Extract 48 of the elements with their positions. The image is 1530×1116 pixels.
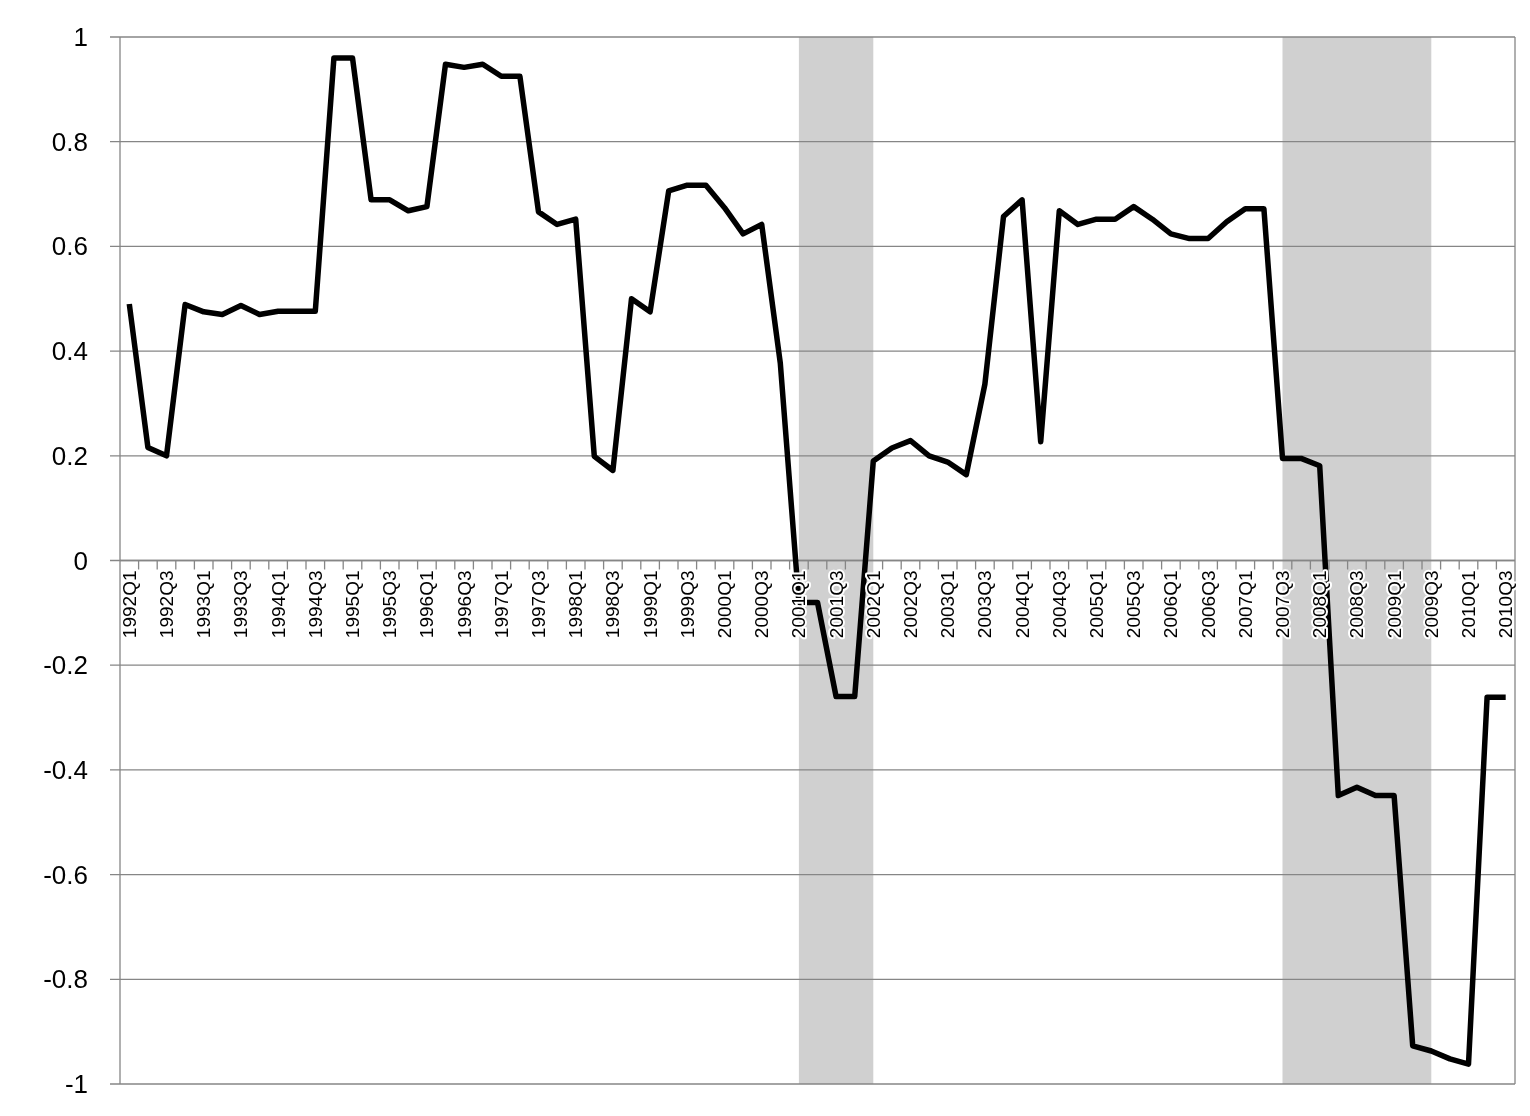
y-tick-label: 1 bbox=[73, 22, 88, 52]
x-tick-label: 2005Q1 bbox=[1086, 570, 1107, 639]
y-tick-label: -1 bbox=[64, 1069, 88, 1099]
x-tick-label: 1992Q1 bbox=[118, 570, 140, 639]
x-tick-label: 1994Q1 bbox=[267, 570, 289, 639]
x-tick-label: 1994Q3 bbox=[304, 570, 326, 639]
x-tick-label: 2010Q3 bbox=[1495, 570, 1517, 639]
x-tick-label: 1998Q3 bbox=[602, 570, 624, 639]
x-tick-label: 2010Q1 bbox=[1458, 570, 1479, 639]
x-tick-label: 1993Q3 bbox=[230, 570, 252, 639]
x-tick-label: 1995Q3 bbox=[379, 570, 401, 639]
x-tick-label: 1998Q1 bbox=[565, 570, 587, 639]
x-tick-label: 1997Q3 bbox=[528, 570, 549, 639]
x-tick-label: 1996Q3 bbox=[453, 570, 475, 639]
x-tick-label: 2003Q3 bbox=[974, 570, 996, 639]
y-tick-label: -0.6 bbox=[43, 859, 88, 890]
x-tick-label: 2006Q3 bbox=[1197, 570, 1219, 639]
x-tick-label: 1999Q3 bbox=[676, 570, 698, 639]
x-tick-label: 2000Q3 bbox=[751, 570, 773, 639]
x-tick-label: 2008Q3 bbox=[1346, 570, 1368, 639]
x-tick-label: 2009Q3 bbox=[1420, 570, 1442, 639]
x-tick-label: 2001Q3 bbox=[825, 570, 847, 639]
x-tick-label: 1992Q3 bbox=[156, 570, 177, 639]
x-tick-label: 1996Q1 bbox=[416, 570, 438, 639]
x-tick-label: 2006Q1 bbox=[1160, 570, 1182, 639]
x-tick-label: 2008Q1 bbox=[1309, 570, 1331, 639]
y-tick-label: -0.4 bbox=[43, 754, 88, 785]
x-tick-label: 1993Q1 bbox=[193, 570, 215, 639]
y-tick-label: 0.4 bbox=[51, 336, 88, 367]
x-tick-label: 2002Q1 bbox=[862, 570, 884, 639]
x-tick-label: 2003Q1 bbox=[937, 570, 959, 639]
x-tick-label: 2009Q1 bbox=[1383, 570, 1405, 639]
x-tick-label: 1995Q1 bbox=[342, 570, 363, 639]
x-tick-label: 2004Q1 bbox=[1011, 570, 1033, 639]
x-tick-label: 1997Q1 bbox=[490, 570, 512, 639]
x-tick-label: 2000Q1 bbox=[714, 570, 735, 639]
y-tick-label: -0.2 bbox=[43, 650, 88, 681]
x-tick-label: 1999Q1 bbox=[639, 570, 661, 639]
y-tick-label: -0.8 bbox=[43, 964, 88, 995]
y-tick-label: 0.8 bbox=[51, 126, 88, 157]
x-tick-label: 2007Q1 bbox=[1234, 570, 1256, 639]
y-tick-label: 0.6 bbox=[51, 231, 88, 262]
y-tick-label: 0.2 bbox=[51, 440, 88, 471]
x-tick-label: 2002Q3 bbox=[900, 570, 921, 639]
x-tick-label: 2007Q3 bbox=[1272, 570, 1293, 639]
x-tick-label: 2004Q3 bbox=[1048, 570, 1070, 639]
x-tick-label: 2005Q3 bbox=[1123, 570, 1145, 639]
y-tick-label: 0 bbox=[73, 545, 88, 576]
